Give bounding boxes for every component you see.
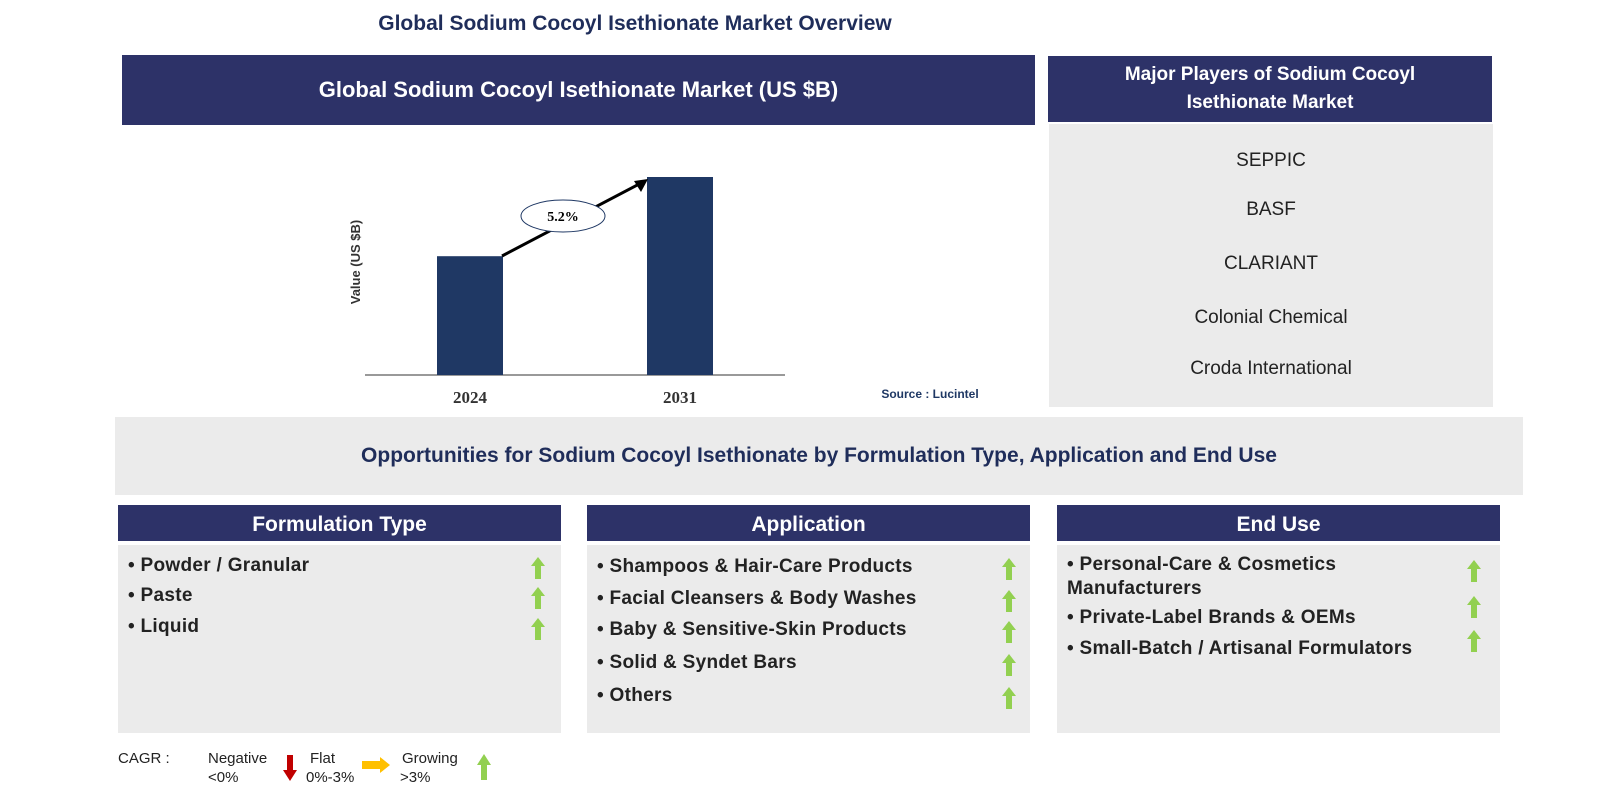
- legend-growing-range: >3%: [400, 769, 431, 786]
- bar-2031: [647, 177, 713, 375]
- cagr-annotation: 5.2%: [547, 210, 579, 225]
- list-item: • Shampoos & Hair-Care Products: [597, 556, 913, 577]
- up-arrow-icon: [531, 618, 545, 640]
- down-arrow-icon: [283, 755, 297, 781]
- x-tick-label: 2031: [663, 388, 697, 407]
- arrow-head-icon: [634, 179, 648, 192]
- up-arrow-icon: [1002, 687, 1016, 709]
- players-header: Major Players of Sodium Cocoyl Isethiona…: [1048, 56, 1492, 122]
- section-header: End Use: [1057, 505, 1500, 543]
- up-arrow-icon: [1002, 654, 1016, 676]
- player-clariant: CLARIANT: [1224, 253, 1318, 274]
- section-panel: [587, 545, 1030, 733]
- up-arrow-icon: [1002, 621, 1016, 643]
- list-item: • Personal-Care & Cosmetics Manufacturer…: [1067, 554, 1337, 599]
- section-header: Application: [587, 505, 1030, 543]
- player-colonial: Colonial Chemical: [1194, 307, 1348, 328]
- legend-cagr-label: CAGR :: [118, 750, 170, 767]
- list-item: • Powder / Granular: [128, 555, 310, 576]
- list-item: • Private-Label Brands & OEMs: [1067, 607, 1356, 628]
- legend-growing: Growing: [402, 750, 458, 767]
- up-arrow-icon: [1467, 560, 1481, 582]
- up-arrow-icon: [531, 587, 545, 609]
- section-header: Formulation Type: [118, 505, 561, 543]
- right-arrow-icon: [362, 757, 390, 773]
- x-tick-label: 2024: [453, 388, 488, 407]
- players-panel: SEPPIC BASF CLARIANT Colonial Chemical C…: [1049, 124, 1493, 407]
- source-label: Source : Lucintel: [881, 387, 978, 401]
- list-item: • Facial Cleansers & Body Washes: [597, 588, 917, 609]
- opportunities-banner: Opportunities for Sodium Cocoyl Isethion…: [115, 417, 1523, 495]
- list-item: • Paste: [128, 585, 193, 606]
- y-axis-label: Value (US $B): [348, 220, 363, 305]
- page-title: Global Sodium Cocoyl Isethionate Market …: [378, 12, 892, 35]
- legend-flat-range: 0%-3%: [306, 769, 355, 786]
- up-arrow-icon: [1002, 590, 1016, 612]
- legend-flat: Flat: [310, 750, 336, 767]
- legend-negative-range: <0%: [208, 769, 239, 786]
- cagr-ellipse: [520, 199, 606, 233]
- section-panel: [1057, 545, 1500, 733]
- list-item: • Small-Batch / Artisanal Formulators: [1067, 638, 1413, 659]
- section-formulation-type: Formulation Type • Powder / Granular • Pas…: [118, 505, 561, 733]
- up-arrow-icon: [1002, 558, 1016, 580]
- section-application: Application • Shampoos & Hair-Care Produc…: [587, 505, 1030, 733]
- up-arrow-icon: [1467, 596, 1481, 618]
- chart-header: Global Sodium Cocoyl Isethionate Market …: [122, 55, 1035, 125]
- bar-2024: [437, 256, 503, 375]
- up-arrow-icon: [531, 557, 545, 579]
- legend-negative: Negative: [208, 750, 268, 767]
- section-panel: [118, 545, 561, 733]
- up-arrow-icon: [1467, 630, 1481, 652]
- list-item: • Others: [597, 685, 673, 706]
- player-seppic: SEPPIC: [1236, 150, 1306, 171]
- bar-chart: Value (US $B) 2024 2031 5.2% Source : Luc…: [348, 177, 979, 407]
- player-basf: BASF: [1246, 199, 1296, 220]
- list-item: • Solid & Syndet Bars: [597, 652, 797, 673]
- up-arrow-icon: [477, 754, 491, 780]
- list-item: • Baby & Sensitive-Skin Products: [597, 619, 907, 640]
- player-croda: Croda International: [1190, 358, 1352, 379]
- list-item: • Liquid: [128, 616, 200, 637]
- section-end-use: End Use • Personal-Care & Cosmetics Manuf…: [1057, 505, 1500, 733]
